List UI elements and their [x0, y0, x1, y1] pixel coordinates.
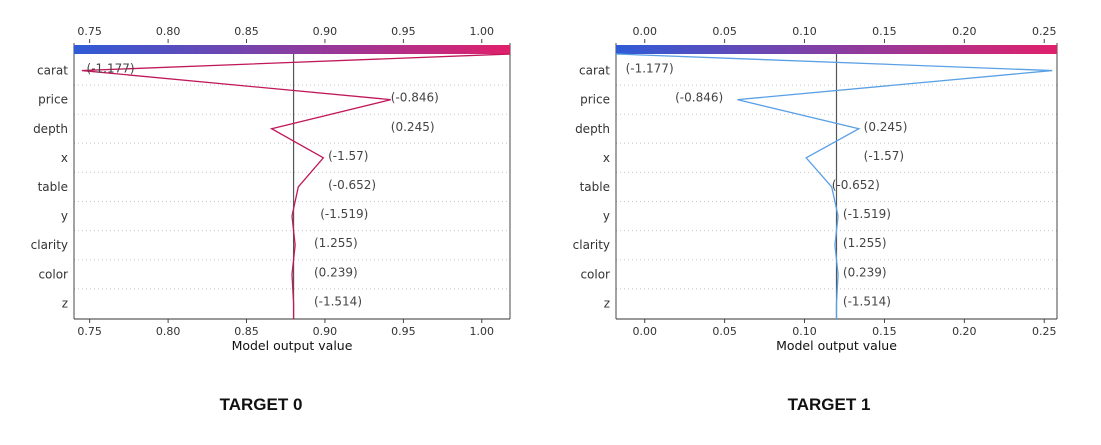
decision-path-line — [81, 53, 511, 319]
feature-value-label: (-1.514) — [843, 294, 891, 308]
feature-name-label: y — [61, 209, 68, 223]
feature-value-label: (-1.514) — [314, 294, 362, 308]
feature-name-label: depth — [575, 122, 610, 136]
top-tick-label: 0.95 — [391, 25, 416, 38]
feature-name-label: z — [62, 296, 68, 310]
bottom-tick-label: 0.10 — [792, 325, 817, 338]
bottom-tick-label: 0.95 — [391, 325, 416, 338]
top-tick-label: 0.00 — [633, 25, 658, 38]
feature-value-label: (-1.177) — [87, 62, 135, 76]
feature-name-label: depth — [33, 122, 68, 136]
feature-value-label: (-1.57) — [328, 149, 368, 163]
colorbar — [74, 45, 510, 54]
x-axis-label: Model output value — [776, 338, 897, 353]
feature-name-label: x — [61, 151, 68, 165]
top-tick-label: 0.90 — [313, 25, 338, 38]
feature-value-label: (-1.177) — [626, 62, 674, 76]
bottom-tick-label: 0.90 — [313, 325, 338, 338]
top-tick-label: 0.10 — [792, 25, 817, 38]
feature-name-label: carat — [579, 64, 610, 78]
bottom-tick-label: 0.25 — [1032, 325, 1057, 338]
feature-name-label: table — [580, 180, 610, 194]
bottom-tick-label: 0.80 — [156, 325, 181, 338]
feature-name-label: price — [38, 93, 68, 107]
feature-name-label: carat — [37, 64, 68, 78]
feature-value-label: (1.255) — [314, 236, 358, 250]
bottom-tick-label: 0.85 — [234, 325, 259, 338]
colorbar — [616, 45, 1057, 54]
feature-name-label: y — [603, 209, 610, 223]
bottom-tick-label: 0.75 — [77, 325, 102, 338]
feature-value-label: (1.255) — [843, 236, 887, 250]
feature-value-label: (-1.519) — [320, 207, 368, 221]
feature-value-label: (-0.846) — [675, 91, 723, 105]
decision-path-line — [615, 53, 1053, 319]
top-tick-label: 0.15 — [872, 25, 897, 38]
feature-value-label: (0.239) — [314, 265, 358, 279]
bottom-tick-label: 0.00 — [633, 325, 658, 338]
top-tick-label: 0.85 — [234, 25, 259, 38]
feature-name-label: table — [38, 180, 68, 194]
decision-plot-target-0: 0.75 0.75 0.80 0.80 0.85 0.85 0.90 0.90 0.95 0.95… — [31, 25, 511, 353]
feature-value-label: (-0.846) — [391, 91, 439, 105]
bottom-tick-label: 0.05 — [712, 325, 737, 338]
feature-name-label: z — [604, 296, 610, 310]
feature-value-label: (-1.519) — [843, 207, 891, 221]
feature-value-label: (0.239) — [843, 265, 887, 279]
top-tick-label: 0.75 — [77, 25, 102, 38]
top-tick-label: 0.25 — [1032, 25, 1057, 38]
chart-caption-target-1: TARGET 1 — [787, 395, 871, 414]
feature-name-label: color — [580, 267, 610, 281]
feature-value-label: (-1.57) — [864, 149, 904, 163]
bottom-tick-label: 1.00 — [470, 325, 495, 338]
bottom-tick-label: 0.20 — [952, 325, 977, 338]
top-tick-label: 0.80 — [156, 25, 181, 38]
feature-name-label: price — [580, 93, 610, 107]
feature-name-label: clarity — [573, 238, 610, 252]
feature-value-label: (0.245) — [864, 120, 908, 134]
top-tick-label: 0.05 — [712, 25, 737, 38]
feature-name-label: color — [38, 267, 68, 281]
chart-caption-target-0: TARGET 0 — [219, 395, 303, 414]
feature-value-label: (0.245) — [391, 120, 435, 134]
decision-plot-target-1: 0.00 0.00 0.05 0.05 0.10 0.10 0.15 0.15 0.20 0.20… — [573, 25, 1058, 353]
bottom-tick-label: 0.15 — [872, 325, 897, 338]
top-tick-label: 0.20 — [952, 25, 977, 38]
feature-value-label: (-0.652) — [328, 178, 376, 192]
x-axis-label: Model output value — [232, 338, 353, 353]
top-tick-label: 1.00 — [470, 25, 495, 38]
feature-value-label: (-0.652) — [832, 178, 880, 192]
feature-name-label: x — [603, 151, 610, 165]
feature-name-label: clarity — [31, 238, 68, 252]
